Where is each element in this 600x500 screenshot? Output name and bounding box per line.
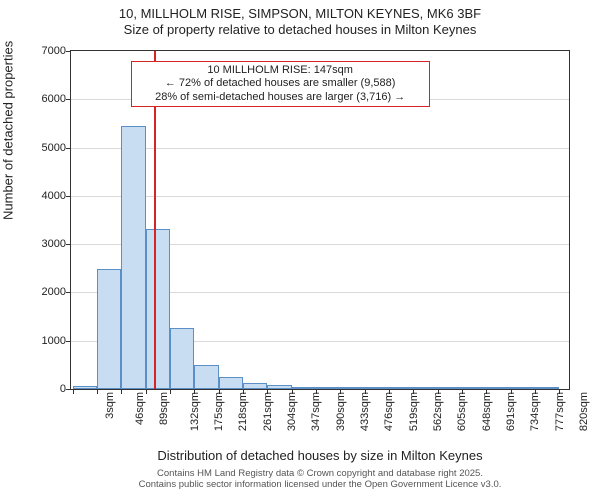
y-tick-mark [66,148,71,149]
y-tick-label: 5000 [42,142,66,154]
footer-attribution: Contains HM Land Registry data © Crown c… [70,468,570,491]
histogram-bar [219,377,243,389]
plot-area: 10 MILLHOLM RISE: 147sqm← 72% of detache… [70,50,570,390]
x-tick-label: 476sqm [384,392,396,431]
x-tick-label: 820sqm [578,392,590,431]
histogram-bar [146,229,170,389]
x-tick-label: 433sqm [359,392,371,431]
title-line-1: 10, MILLHOLM RISE, SIMPSON, MILTON KEYNE… [0,6,600,22]
x-axis-ticks: 3sqm 46sqm 89sqm 132sqm 175sqm 218sqm 261sqm 30… [70,392,570,452]
histogram-bar [389,387,413,389]
histogram-bar [486,387,510,389]
y-tick-label: 7000 [42,45,66,57]
footer-line-1: Contains HM Land Registry data © Crown c… [70,468,570,479]
x-tick-label: 691sqm [505,392,517,431]
histogram-bar [121,126,145,389]
y-tick-label: 4000 [42,190,66,202]
histogram-bar [340,387,364,389]
y-tick-mark [66,244,71,245]
chart-container: 10, MILLHOLM RISE, SIMPSON, MILTON KEYNE… [0,0,600,500]
y-tick-label: 2000 [42,286,66,298]
y-tick-mark [66,341,71,342]
histogram-bar [413,387,437,389]
histogram-bar [511,387,535,389]
x-tick-label: 519sqm [408,392,420,431]
x-tick-label: 347sqm [311,392,323,431]
y-axis-ticks: 01000200030004000500060007000 [0,50,66,390]
histogram-bar [194,365,218,389]
histogram-bar [292,387,316,389]
x-tick-label: 777sqm [554,392,566,431]
histogram-bar [97,269,121,389]
histogram-bar [535,387,559,389]
x-tick-label: 648sqm [481,392,493,431]
histogram-bar [365,387,389,389]
y-tick-mark [66,292,71,293]
x-tick-label: 562sqm [432,392,444,431]
x-tick-label: 89sqm [158,392,170,425]
y-tick-mark [66,51,71,52]
histogram-bar [316,387,340,389]
x-tick-label: 46sqm [134,392,146,425]
x-tick-label: 218sqm [238,392,250,431]
y-tick-mark [66,389,71,390]
histogram-bar [243,383,267,389]
gridline [71,148,569,149]
annotation-line-2: ← 72% of detached houses are smaller (9,… [136,77,425,90]
gridline [71,196,569,197]
y-tick-label: 6000 [42,93,66,105]
histogram-bar [267,385,291,389]
x-axis-label: Distribution of detached houses by size … [70,448,570,463]
histogram-bar [73,386,97,389]
histogram-bar [170,328,194,389]
annotation-line-3: 28% of semi-detached houses are larger (… [136,91,425,104]
x-tick-label: 605sqm [457,392,469,431]
y-tick-mark [66,99,71,100]
y-tick-mark [66,196,71,197]
y-tick-label: 3000 [42,238,66,250]
x-tick-label: 132sqm [189,392,201,431]
x-tick-label: 175sqm [213,392,225,431]
histogram-bar [438,387,462,389]
annotation-box: 10 MILLHOLM RISE: 147sqm← 72% of detache… [131,61,430,107]
x-tick-label: 734sqm [530,392,542,431]
title-line-2: Size of property relative to detached ho… [0,22,600,38]
annotation-line-1: 10 MILLHOLM RISE: 147sqm [136,64,425,77]
x-tick-label: 304sqm [286,392,298,431]
x-tick-label: 3sqm [104,392,116,419]
histogram-bar [462,387,486,389]
y-tick-label: 1000 [42,335,66,347]
x-tick-label: 261sqm [262,392,274,431]
chart-title: 10, MILLHOLM RISE, SIMPSON, MILTON KEYNE… [0,6,600,39]
footer-line-2: Contains public sector information licen… [70,479,570,490]
x-tick-label: 390sqm [335,392,347,431]
